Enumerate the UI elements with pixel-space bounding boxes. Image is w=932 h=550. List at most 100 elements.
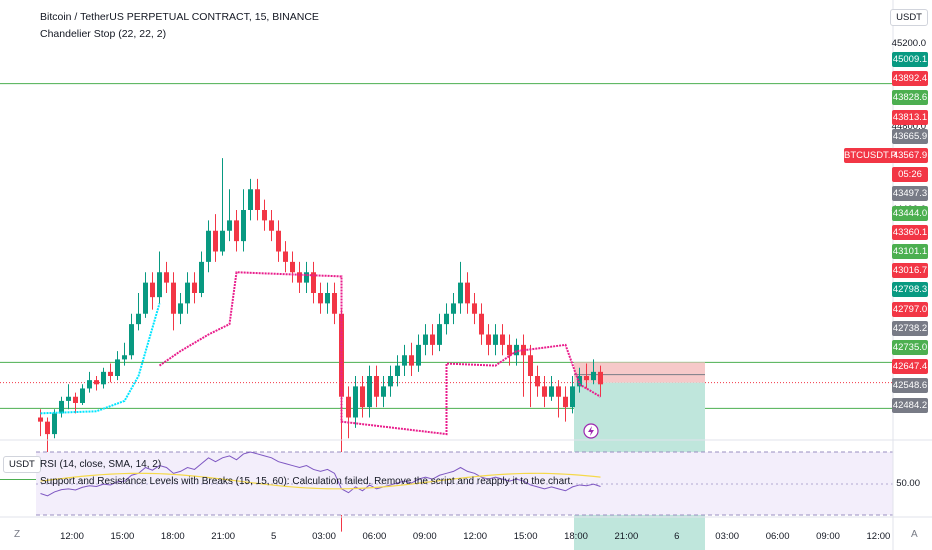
rsi-title[interactable]: RSI (14, close, SMA, 14, 2) (40, 459, 162, 470)
price-tag: 42738.2 (892, 320, 928, 336)
candle (220, 158, 225, 256)
candle-body (136, 313, 141, 325)
candle-body (465, 282, 470, 304)
candle (507, 334, 512, 366)
candle-body (416, 344, 421, 366)
candle (108, 363, 113, 383)
candle-body (598, 371, 603, 385)
candle-body (150, 282, 155, 298)
sr-error-message: Support and Resistance Levels with Break… (40, 476, 574, 487)
candle (199, 251, 204, 298)
candle-body (45, 421, 50, 435)
candle-body (395, 365, 400, 376)
stop-zone (574, 362, 705, 383)
time-label: 6 (674, 531, 680, 542)
candle (346, 386, 351, 439)
candle-body (73, 396, 78, 403)
candle-body (185, 282, 190, 304)
price-tag: 05:26 (892, 167, 928, 183)
candle (493, 324, 498, 356)
candle-body (430, 334, 435, 345)
candle-body (122, 355, 127, 360)
candle (241, 189, 246, 252)
time-label: 12:00 (866, 531, 891, 542)
candle (416, 334, 421, 372)
rsi-currency-label[interactable]: USDT (3, 456, 41, 473)
candle-body (409, 355, 414, 366)
candle-body (311, 272, 316, 293)
candle (381, 376, 386, 408)
price-tag: 42735.0 (892, 340, 928, 355)
candle-body (318, 293, 323, 304)
candle-body (549, 386, 554, 397)
candle-body (213, 230, 218, 252)
candle-body (234, 220, 239, 242)
candle-body (458, 282, 463, 304)
time-label: 03:00 (715, 531, 740, 542)
candle (598, 365, 603, 397)
candle-body (542, 386, 547, 397)
candle (185, 272, 190, 314)
candle-body (80, 388, 85, 403)
timezone-icon[interactable]: Z (14, 529, 21, 540)
auto-scale-icon[interactable]: A (911, 529, 918, 540)
candle (150, 272, 155, 310)
candle (311, 261, 316, 304)
time-label: 12:00 (60, 531, 84, 542)
candle (52, 409, 57, 439)
candle (136, 293, 141, 331)
time-label: 21:00 (211, 531, 236, 542)
candle (255, 178, 260, 221)
candle (269, 210, 274, 242)
candle (178, 293, 183, 325)
time-label: 03:00 (312, 531, 336, 542)
candle-body (507, 344, 512, 356)
indicator-title[interactable]: Chandelier Stop (22, 22, 2) (40, 28, 167, 40)
chandelier-short (158, 271, 602, 436)
candle-body (360, 386, 365, 408)
candle (87, 371, 92, 393)
candle (164, 261, 169, 293)
candle-body (269, 220, 274, 231)
candle (297, 261, 302, 293)
price-tag: 43813.1 (892, 109, 928, 125)
candle (157, 251, 162, 304)
candle (206, 220, 211, 273)
candle-body (556, 386, 561, 397)
candle (304, 261, 309, 293)
time-label: 09:00 (816, 531, 840, 542)
candle-body (178, 303, 183, 314)
time-label: 5 (270, 531, 277, 542)
candle-body (388, 376, 393, 387)
candle (388, 365, 393, 397)
candle (143, 272, 148, 318)
candle-body (423, 334, 428, 345)
time-label: 09:00 (412, 531, 437, 542)
candle-body (297, 272, 302, 283)
candle (59, 396, 64, 418)
candle-body (577, 376, 582, 387)
candle (325, 282, 330, 314)
lightning-icon[interactable] (583, 423, 599, 439)
candle (556, 380, 561, 418)
candle (227, 189, 232, 242)
candle (563, 386, 568, 422)
candle (486, 324, 491, 356)
candle-body (500, 334, 505, 345)
candle (535, 365, 540, 397)
time-label: 06:00 (765, 531, 790, 542)
price-tag: 42484.2 (892, 397, 928, 413)
candle-body (248, 189, 253, 210)
candle (122, 342, 127, 366)
candle (395, 355, 400, 387)
symbol-title[interactable]: Bitcoin / TetherUS PERPETUAL CONTRACT, 1… (40, 11, 319, 23)
candle (94, 376, 99, 391)
candle (577, 367, 582, 393)
candle-body (87, 380, 92, 389)
candle-body (346, 396, 351, 418)
currency-button[interactable]: USDT (890, 9, 928, 26)
candle-body (353, 386, 358, 418)
rsi-band (36, 452, 893, 515)
candle (38, 409, 43, 437)
